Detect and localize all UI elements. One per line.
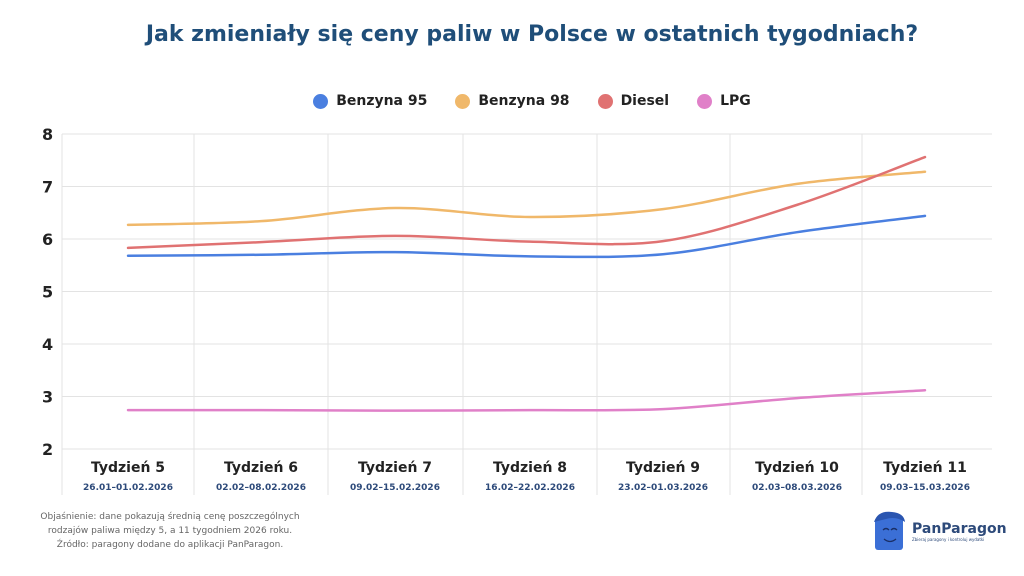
footnote-line: Źródło: paragony dodane do aplikacji Pan… [56,540,284,550]
panparagon-logo: PanParagon Zbieraj paragony i kontroluj … [872,510,1007,552]
footnote-line: rodzajów paliwa między 5, a 11 tygodniem… [47,526,293,536]
mascot-icon [874,511,905,550]
y-tick-label: 8 [42,125,53,144]
x-date-range: 02.02–08.02.2026 [216,483,306,493]
legend-dot-icon [455,93,471,109]
footnote-line: Objaśnienie: dane pokazują średnią cenę … [40,512,300,522]
x-tick-label: Tydzień 8 [493,460,567,476]
series-line-lpg [126,388,927,412]
series-line-diesel [126,155,927,250]
x-date-range: 26.01–01.02.2026 [83,483,173,493]
legend-dot-icon [597,93,613,109]
legend: Benzyna 95 Benzyna 98 Diesel LPG [0,93,1024,109]
y-tick-label: 3 [42,388,53,407]
x-tick-label: Tydzień 6 [224,460,298,476]
brand-name: PanParagon [912,520,1007,537]
legend-label: LPG [720,93,751,109]
y-tick-label: 6 [42,230,53,249]
x-date-range: 02.03–08.03.2026 [752,483,842,493]
x-tick-label: Tydzień 11 [883,460,967,476]
y-tick-label: 7 [42,178,53,197]
chart-title: Jak zmieniały się ceny paliw w Polsce w … [145,22,919,47]
legend-dot-icon [313,93,329,109]
legend-label: Benzyna 98 [478,93,570,109]
y-tick-label: 2 [42,440,53,459]
x-tick-label: Tydzień 5 [91,460,165,476]
legend-dot-icon [697,93,713,109]
x-date-range: 16.02–22.02.2026 [485,483,575,493]
y-tick-label: 4 [42,335,53,354]
x-date-range: 09.03–15.03.2026 [880,483,970,493]
legend-item: Benzyna 95 [313,93,427,109]
y-tick-label: 5 [42,283,53,302]
legend-item: LPG [697,93,751,109]
line-chart: 2 3 4 5 6 7 8 Tydzień 5 26.01–01.02.2026 Tydzień … [42,125,992,495]
footnote: Objaśnienie: dane pokazują średnią cenę … [20,510,320,552]
x-tick-label: Tydzień 7 [358,460,432,476]
legend-label: Benzyna 95 [336,93,428,109]
series-line-benzyna-98 [126,170,927,227]
x-tick-label: Tydzień 9 [626,460,700,476]
legend-label: Diesel [620,93,670,109]
x-date-range: 09.02–15.02.2026 [350,483,440,493]
x-date-range: 23.02–01.03.2026 [618,483,708,493]
brand-tagline: Zbieraj paragony i kontroluj wydatki [912,536,985,542]
legend-item: Benzyna 98 [455,93,570,109]
legend-item: Diesel [597,93,670,109]
x-tick-label: Tydzień 10 [755,460,839,476]
